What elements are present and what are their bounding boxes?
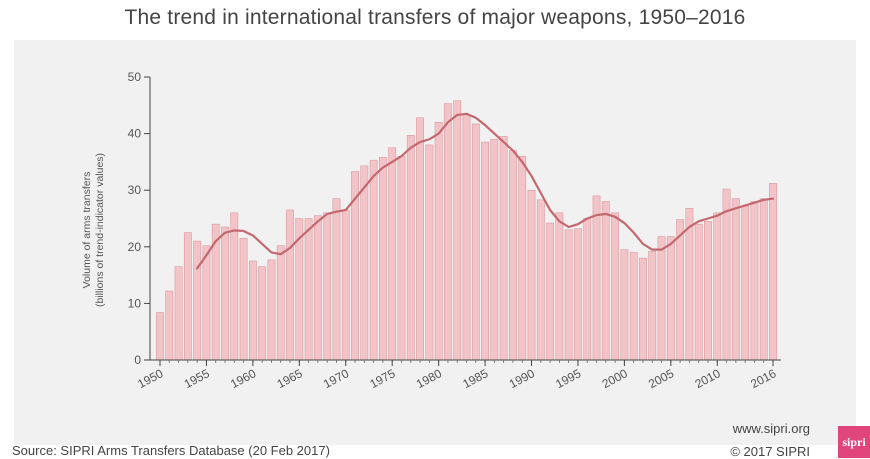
bar-1966: [304, 218, 313, 361]
bar-1993: [555, 212, 564, 361]
bar-1991: [536, 199, 545, 361]
bar-2014: [750, 201, 759, 361]
bar-1976: [397, 155, 406, 361]
x-tick-label-1980: 1980: [414, 366, 444, 391]
bar-2003: [648, 251, 657, 361]
bar-2007: [685, 208, 694, 361]
x-tick-label-2000: 2000: [600, 366, 630, 391]
bar-2005: [666, 236, 675, 361]
bar-1963: [276, 245, 285, 361]
bar-1953: [183, 232, 192, 361]
bar-1958: [230, 212, 239, 361]
bar-2011: [722, 188, 731, 361]
bar-1986: [490, 138, 499, 361]
bar-1987: [499, 136, 508, 361]
bar-1972: [360, 165, 369, 361]
bar-2004: [657, 236, 666, 361]
bar-1952: [174, 266, 183, 361]
source-note: Source: SIPRI Arms Transfers Database (2…: [12, 443, 330, 458]
y-tick-label-50: 50: [128, 70, 142, 84]
bar-2008: [694, 223, 703, 361]
bar-2016: [769, 183, 777, 361]
x-tick-label-1960: 1960: [228, 366, 258, 391]
x-tick-label-2016: 2016: [748, 366, 778, 391]
bar-1961: [258, 266, 267, 361]
bar-1982: [453, 100, 462, 361]
y-tick-label-30: 30: [128, 183, 142, 197]
bar-1978: [416, 117, 424, 361]
copyright-note: © 2017 SIPRI: [730, 444, 810, 459]
bar-1975: [388, 147, 397, 361]
bar-2010: [713, 212, 722, 361]
bar-1970: [341, 209, 350, 361]
bar-1996: [583, 218, 592, 361]
bar-1973: [369, 159, 378, 361]
website-link[interactable]: www.sipri.org: [732, 421, 810, 436]
bar-1955: [202, 245, 211, 361]
bar-1977: [406, 135, 415, 361]
bar-2013: [741, 205, 750, 361]
bar-2000: [620, 249, 629, 361]
bar-1951: [165, 290, 174, 361]
y-tick-label-10: 10: [128, 296, 142, 310]
bar-1985: [481, 141, 489, 361]
bar-2015: [759, 198, 768, 361]
bar-1980: [434, 121, 443, 361]
bar-1968: [323, 212, 332, 361]
x-tick-label-1975: 1975: [367, 366, 397, 391]
bar-1983: [462, 114, 471, 361]
x-tick-label-1950: 1950: [135, 366, 165, 391]
y-axis-label-line2: (billions of trend-indicator values): [94, 153, 106, 307]
bar-1989: [518, 155, 527, 361]
x-tick-label-1965: 1965: [275, 366, 305, 391]
bars-layer: [156, 100, 777, 361]
axes-layer: 0 10 20 30 40 50 1950 1955 1960 1965 1970 1975 1980 1…: [128, 70, 781, 391]
x-tick-label-1995: 1995: [553, 366, 583, 391]
labels-layer: Volume of arms transfers (billions of tr…: [81, 153, 106, 307]
bar-1981: [443, 103, 452, 361]
bar-1962: [267, 259, 276, 361]
x-tick-label-1955: 1955: [182, 366, 212, 391]
bar-1974: [378, 157, 387, 361]
x-tick-label-2005: 2005: [646, 366, 676, 391]
bar-1999: [611, 212, 620, 361]
trend-line: [196, 112, 775, 270]
y-axis-label-line1: Volume of arms transfers: [81, 172, 93, 289]
x-tick-label-2010: 2010: [693, 366, 723, 391]
bar-1997: [592, 195, 601, 361]
bar-1957: [221, 226, 229, 361]
bar-1959: [239, 238, 248, 361]
bar-1967: [313, 215, 322, 361]
chart-title: The trend in international transfers of …: [124, 6, 746, 29]
bar-2002: [639, 257, 647, 361]
bar-1992: [546, 222, 555, 361]
bar-1984: [471, 123, 480, 361]
bar-1964: [286, 209, 294, 361]
bar-1998: [601, 201, 610, 361]
bar-1990: [527, 189, 536, 361]
bar-1995: [574, 228, 582, 361]
sipri-logo: sipri: [838, 426, 870, 458]
bar-1988: [509, 150, 517, 361]
x-tick-label-1990: 1990: [507, 366, 537, 391]
bar-1969: [332, 198, 341, 361]
y-tick-label-40: 40: [128, 127, 142, 141]
bar-1994: [564, 229, 573, 361]
bar-1950: [156, 312, 164, 361]
bar-2001: [629, 252, 638, 361]
bar-2006: [676, 219, 685, 361]
y-tick-label-0: 0: [134, 353, 141, 367]
bar-1960: [248, 260, 257, 361]
x-tick-label-1985: 1985: [460, 366, 490, 391]
line-layer: [196, 112, 775, 270]
bar-1954: [193, 240, 202, 361]
bar-2009: [704, 221, 712, 361]
bar-2012: [731, 198, 740, 361]
bar-1979: [425, 144, 434, 361]
y-tick-label-20: 20: [128, 240, 142, 254]
x-tick-label-1970: 1970: [321, 366, 351, 391]
